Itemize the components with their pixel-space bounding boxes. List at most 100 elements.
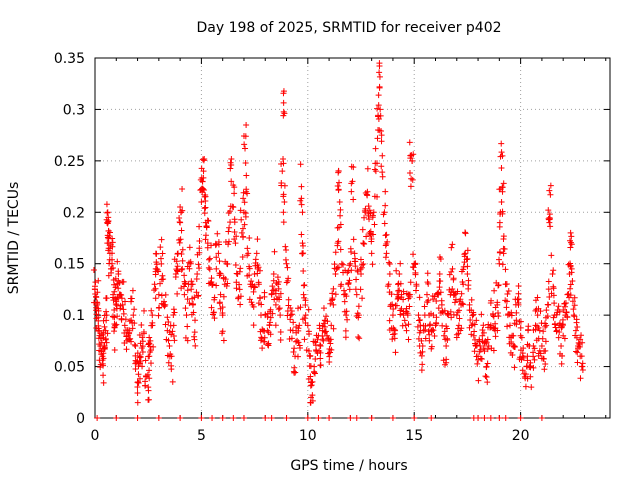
data-point (476, 348, 483, 355)
data-point (155, 291, 162, 298)
data-point (142, 357, 149, 364)
data-point (304, 322, 311, 329)
data-point (469, 312, 476, 319)
data-point (239, 225, 246, 232)
data-point (213, 265, 220, 272)
data-point (148, 307, 155, 314)
data-point (347, 245, 354, 252)
data-point (425, 297, 432, 304)
data-point (199, 178, 206, 185)
data-point (92, 279, 99, 286)
data-point (502, 266, 509, 273)
data-point (418, 337, 425, 344)
data-point (352, 263, 359, 270)
data-point (362, 205, 369, 212)
data-point (471, 348, 478, 355)
data-point (280, 99, 287, 106)
data-point (179, 257, 186, 264)
data-point (300, 268, 307, 275)
data-point (454, 288, 461, 295)
data-point (393, 267, 400, 274)
data-point (244, 252, 251, 259)
data-point (135, 371, 142, 378)
data-point (94, 415, 101, 421)
data-point (556, 328, 563, 335)
data-point (550, 292, 557, 299)
data-point (103, 339, 110, 346)
data-point (278, 179, 285, 186)
data-point (134, 390, 141, 397)
data-point (211, 294, 218, 301)
data-point (409, 157, 416, 164)
data-point (494, 299, 501, 306)
data-point (410, 251, 417, 258)
data-point (503, 304, 510, 311)
data-point (103, 308, 110, 315)
data-point (323, 332, 330, 339)
data-point (357, 256, 364, 263)
data-point (119, 301, 126, 308)
data-point (323, 313, 330, 320)
data-point (209, 415, 216, 421)
data-point (219, 415, 226, 421)
data-point (307, 373, 314, 380)
data-point (506, 340, 513, 347)
data-point (508, 312, 515, 319)
data-point (337, 283, 344, 290)
data-point (306, 352, 313, 359)
data-point (350, 164, 357, 171)
data-point (375, 102, 382, 109)
data-point (497, 153, 504, 160)
data-point (555, 334, 562, 341)
data-point (297, 161, 304, 168)
data-point (406, 139, 413, 146)
data-point (196, 237, 203, 244)
data-point (335, 238, 342, 245)
data-point (162, 291, 169, 298)
data-point (295, 327, 302, 334)
data-point (441, 361, 448, 368)
data-point (146, 375, 153, 382)
data-point (103, 317, 110, 324)
data-point (105, 218, 112, 225)
data-point (158, 260, 165, 267)
data-point (544, 301, 551, 308)
data-point (430, 296, 437, 303)
data-point (134, 415, 141, 421)
data-point (385, 259, 392, 266)
data-point (261, 334, 268, 341)
data-point (90, 266, 97, 273)
data-point (383, 231, 390, 238)
data-point (419, 348, 426, 355)
data-point (206, 255, 213, 262)
data-point (548, 252, 555, 259)
data-point (433, 319, 440, 326)
data-point (217, 291, 224, 298)
data-point (502, 415, 509, 421)
data-point (447, 308, 454, 315)
data-point (369, 261, 376, 268)
data-point (171, 309, 178, 316)
data-point (193, 275, 200, 282)
data-point (129, 319, 136, 326)
data-point (546, 214, 553, 221)
data-point (456, 307, 463, 314)
data-point (443, 343, 450, 349)
data-point (495, 282, 502, 289)
data-point (223, 282, 230, 289)
data-point (240, 195, 247, 202)
data-point (545, 286, 552, 293)
data-point (265, 342, 272, 349)
data-point (192, 317, 199, 324)
data-point (547, 182, 554, 189)
data-point (520, 354, 527, 361)
data-point (459, 279, 466, 286)
data-point (571, 313, 578, 320)
data-point (498, 199, 505, 206)
data-point (578, 363, 585, 370)
data-point (165, 359, 172, 366)
data-point (378, 132, 385, 139)
data-point (407, 183, 414, 190)
data-point (386, 271, 393, 278)
x-tick-label: 0 (91, 428, 100, 444)
